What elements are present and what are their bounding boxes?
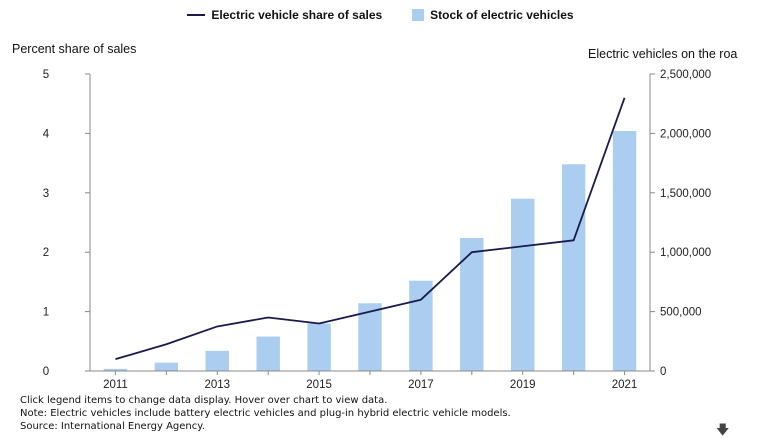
right-tick-label: 1,500,000 (660, 188, 711, 200)
legend-line-swatch (187, 14, 206, 16)
point-ev-share-2015 (317, 321, 321, 325)
bar-ev-stock-2017[interactable] (409, 280, 433, 371)
line-ev-share-of-sales[interactable] (115, 97, 626, 360)
right-tick-label: 2,500,000 (660, 69, 711, 81)
x-tick-label: 2015 (306, 379, 332, 391)
x-tick-label: 2019 (510, 379, 536, 391)
bar-ev-stock-2020[interactable] (561, 164, 586, 371)
bar-ev-stock-2013[interactable] (205, 350, 229, 371)
point-ev-share-2021 (623, 96, 627, 100)
right-tick-label: 1,000,000 (660, 247, 711, 259)
point-ev-share-2012 (164, 342, 168, 346)
right-tick-label: 0 (660, 366, 666, 378)
note-source: Source: International Energy Agency. (20, 421, 205, 432)
right-axis-title: Electric vehicles on the roa (588, 47, 738, 61)
left-tick-label: 1 (43, 307, 49, 319)
left-tick-label: 2 (43, 247, 49, 259)
x-tick-label: 2011 (103, 379, 128, 391)
legend-item-ev-share[interactable]: Electric vehicle share of sales (187, 8, 382, 22)
right-tick-label: 500,000 (660, 307, 702, 319)
point-ev-share-2020 (572, 238, 576, 242)
bar-ev-stock-2011[interactable] (103, 368, 128, 371)
x-tick-label: 2021 (612, 379, 638, 391)
bar-ev-stock-2019[interactable] (511, 198, 535, 371)
legend-label-ev-share: Electric vehicle share of sales (211, 8, 383, 22)
bar-ev-stock-2012[interactable] (154, 362, 179, 371)
x-tick-label: 2017 (408, 379, 434, 391)
bar-ev-stock-2015[interactable] (307, 323, 331, 371)
note-definition: Note: Electric vehicles include battery … (20, 408, 511, 419)
x-tick-label: 2013 (204, 379, 230, 391)
bar-ev-stock-2016[interactable] (358, 303, 382, 371)
point-ev-share-2017 (419, 298, 423, 302)
legend-label-ev-stock: Stock of electric vehicles (430, 8, 574, 22)
point-ev-share-2011 (113, 357, 117, 361)
point-ev-share-2016 (368, 310, 372, 314)
left-tick-label: 5 (43, 69, 49, 81)
point-ev-share-2014 (266, 316, 270, 320)
left-tick-label: 3 (43, 188, 49, 200)
left-axis-title: Percent share of sales (12, 42, 137, 56)
point-ev-share-2019 (521, 244, 525, 248)
bar-ev-stock-2014[interactable] (256, 336, 280, 371)
download-arrow-icon[interactable]: 🡇 (716, 422, 730, 437)
left-tick-label: 4 (43, 128, 50, 140)
right-tick-label: 2,000,000 (660, 128, 711, 140)
point-ev-share-2018 (470, 250, 474, 254)
bar-ev-stock-2021[interactable] (612, 131, 637, 371)
legend-item-ev-stock[interactable]: Stock of electric vehicles (412, 8, 574, 22)
chart-legend: Electric vehicle share of sales Stock of… (0, 8, 761, 22)
legend-bar-swatch (412, 9, 425, 21)
left-tick-label: 0 (43, 366, 49, 378)
note-instructions: Click legend items to change data displa… (20, 395, 388, 406)
bar-ev-stock-2018[interactable] (460, 237, 484, 371)
point-ev-share-2013 (215, 324, 219, 328)
chart-notes: Click legend items to change data displa… (20, 394, 511, 433)
